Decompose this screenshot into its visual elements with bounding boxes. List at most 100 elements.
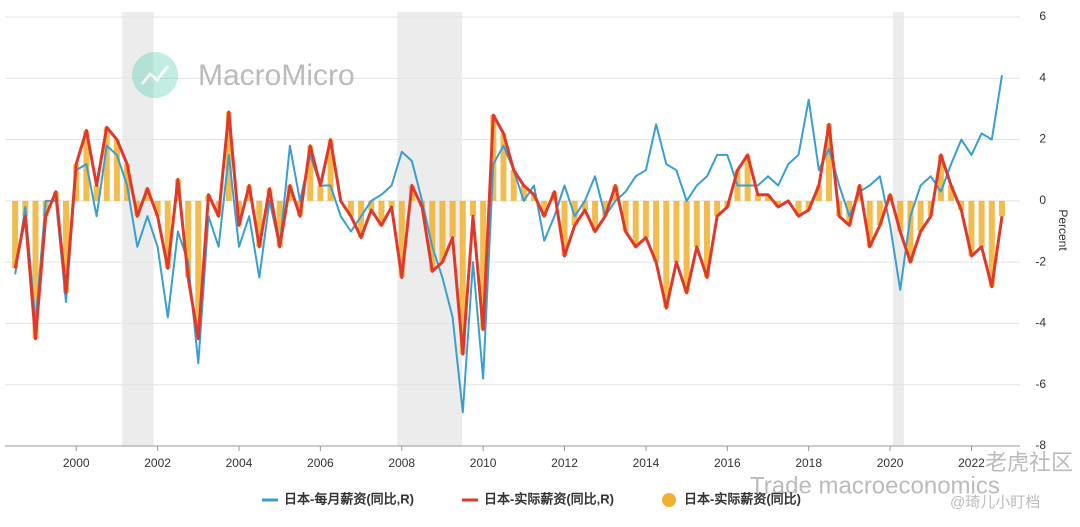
bar — [276, 200, 283, 247]
bar — [663, 200, 670, 309]
bar — [703, 200, 710, 278]
y-tick-label: -8 — [1035, 438, 1046, 452]
bar — [907, 200, 914, 263]
bar — [764, 194, 771, 201]
legend-label: 日本-每月薪资(同比,R) — [284, 491, 414, 506]
bar — [775, 200, 782, 207]
y-tick-label: 6 — [1039, 9, 1046, 23]
bar — [897, 200, 904, 232]
bar — [632, 200, 639, 247]
x-tick-label: 2012 — [551, 456, 578, 470]
bar — [307, 145, 314, 201]
bar — [581, 200, 588, 211]
bar — [714, 200, 721, 217]
bar — [968, 200, 975, 257]
bar — [429, 200, 436, 272]
watermark-logo — [132, 52, 178, 98]
x-tick-label: 2002 — [144, 456, 171, 470]
bar — [388, 200, 395, 207]
bar — [469, 200, 476, 217]
bar — [795, 200, 802, 217]
watermark: 老虎社区 — [985, 450, 1073, 475]
x-tick-label: 2022 — [958, 456, 985, 470]
bar — [958, 200, 965, 211]
bar — [510, 170, 517, 201]
bar — [561, 200, 568, 257]
y-tick-label: -2 — [1035, 254, 1046, 268]
shaded-period — [122, 12, 154, 446]
y-tick-label: -6 — [1035, 377, 1046, 391]
bar — [917, 200, 924, 232]
bar — [937, 154, 944, 201]
y-tick-label: 0 — [1039, 193, 1046, 207]
bar — [744, 154, 751, 201]
bar — [358, 200, 365, 238]
bar — [988, 200, 995, 287]
bar — [490, 115, 497, 201]
bar — [154, 200, 161, 217]
legend-label: 日本-实际薪资(同比,R) — [484, 491, 614, 506]
bar — [612, 185, 619, 201]
bar — [398, 200, 405, 278]
bar — [63, 200, 70, 293]
bar — [866, 200, 873, 247]
bar — [642, 200, 649, 238]
x-tick-label: 2020 — [877, 456, 904, 470]
bar — [673, 200, 680, 263]
x-tick-label: 2014 — [633, 456, 660, 470]
bar — [144, 188, 151, 201]
watermark: @琦儿小盯档 — [950, 494, 1040, 511]
bar — [520, 185, 527, 201]
bar — [805, 200, 812, 211]
bar — [622, 200, 629, 232]
bar — [164, 200, 171, 269]
bar — [347, 200, 354, 217]
bar — [653, 200, 660, 263]
bar — [826, 124, 833, 201]
bar — [876, 200, 883, 226]
bar — [754, 194, 761, 201]
watermark: MacroMicro — [198, 59, 355, 92]
x-tick-label: 2000 — [63, 456, 90, 470]
bar — [978, 200, 985, 247]
x-tick-label: 2010 — [470, 456, 497, 470]
x-tick-label: 2016 — [714, 456, 741, 470]
y-tick-label: -4 — [1035, 316, 1046, 330]
bar — [948, 185, 955, 201]
bar — [113, 139, 120, 201]
bar — [12, 200, 19, 269]
x-tick-label: 2006 — [307, 456, 334, 470]
bar — [602, 200, 609, 217]
bar — [541, 200, 548, 217]
bar — [32, 200, 39, 339]
legend-swatch — [662, 493, 676, 507]
bar — [185, 200, 192, 278]
x-tick-label: 2004 — [226, 456, 253, 470]
bar — [998, 200, 1005, 217]
bar — [317, 185, 324, 201]
bar — [327, 139, 334, 201]
bar — [693, 200, 700, 247]
bar — [103, 127, 110, 201]
bar — [195, 200, 202, 339]
line — [13, 110, 1004, 356]
y-tick-label: 2 — [1039, 132, 1046, 146]
bar — [449, 200, 456, 238]
bar — [256, 200, 263, 247]
bar — [368, 200, 375, 211]
x-tick-label: 2018 — [795, 456, 822, 470]
bar — [500, 133, 507, 201]
bar — [378, 200, 385, 226]
watermark: Trade macroeconomics — [750, 472, 1000, 499]
bar — [683, 200, 690, 293]
bar — [459, 200, 466, 355]
bar — [439, 200, 446, 263]
bar — [480, 200, 487, 330]
legend-label: 日本-实际薪资(同比) — [684, 491, 801, 506]
y-axis-label: Percent — [1056, 209, 1070, 251]
bar — [815, 185, 822, 201]
x-tick-label: 2008 — [388, 456, 415, 470]
line — [14, 75, 1003, 414]
y-tick-label: 4 — [1039, 70, 1046, 84]
